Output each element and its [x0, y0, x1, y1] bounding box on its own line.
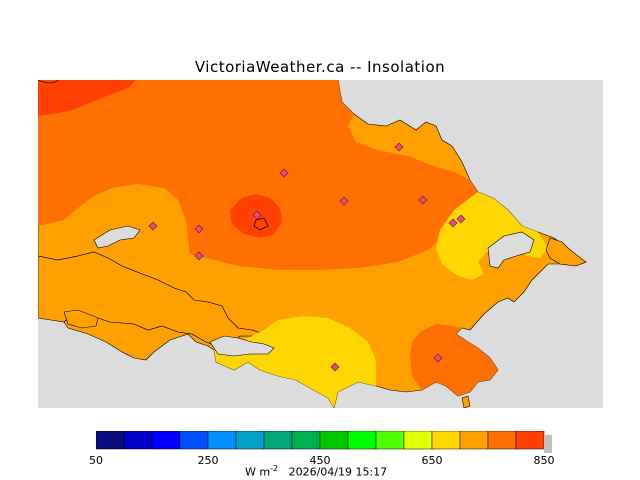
colorbar-shadow [544, 435, 552, 453]
station-marker [330, 362, 340, 372]
island-southwest [63, 309, 99, 329]
colorbar-cell [459, 431, 489, 450]
land-region-550-south [214, 316, 376, 408]
island-east [545, 237, 587, 267]
contour-ring [253, 217, 269, 231]
timestamp: 2026/04/19 15:17 [288, 465, 388, 479]
station-marker [194, 251, 204, 261]
land-region-650 [38, 80, 478, 270]
colorbar-cell [207, 431, 237, 450]
station-marker [448, 218, 458, 228]
station-marker [418, 195, 428, 205]
island-small-se [461, 395, 471, 408]
colorbar-cell [123, 431, 153, 450]
colorbar-cell [431, 431, 461, 450]
land-region-650-se [410, 324, 498, 396]
colorbar-cell [151, 431, 181, 450]
colorbar-cell [375, 431, 405, 450]
colorbar-cell [347, 431, 377, 450]
coastline-detail [38, 80, 79, 261]
station-marker [279, 168, 289, 178]
units-exponent: -2 [270, 464, 279, 473]
colorbar-cell [403, 431, 433, 450]
colorbar-cell [179, 431, 209, 450]
colorbar-cells [96, 431, 545, 450]
station-marker [148, 221, 158, 231]
colorbar-tick-label: 450 [309, 454, 331, 467]
colorbar-cell [96, 431, 125, 450]
colorbar-cell [235, 431, 265, 450]
colorbar-cell [319, 431, 349, 450]
colorbar-cell [515, 431, 545, 450]
station-marker [456, 214, 466, 224]
station-marker [194, 224, 204, 234]
land-region-550-east [436, 192, 548, 280]
station-marker [433, 353, 443, 363]
colorbar-units: W m-2 2026/04/19 15:17 [245, 464, 387, 479]
station-marker [339, 196, 349, 206]
colorbar [96, 431, 552, 453]
inlet-south [209, 335, 275, 357]
station-markers [148, 142, 466, 372]
colorbar-cell [263, 431, 293, 450]
colorbar-tick-label: 650 [421, 454, 443, 467]
station-marker [394, 142, 404, 152]
colorbar-tick-label: 850 [533, 454, 555, 467]
land-region-700-nw [38, 80, 136, 116]
station-marker [252, 210, 262, 220]
colorbar-tick-label: 250 [197, 454, 219, 467]
units-base: W m [245, 465, 271, 479]
chart-title: VictoriaWeather.ca -- Insolation [194, 58, 446, 76]
inlet-west [93, 225, 141, 249]
inlet-east [487, 231, 535, 269]
colorbar-tick-label: 50 [89, 454, 103, 467]
insolation-map [38, 80, 603, 408]
colorbar-cell [291, 431, 321, 450]
colorbar-cell [487, 431, 517, 450]
